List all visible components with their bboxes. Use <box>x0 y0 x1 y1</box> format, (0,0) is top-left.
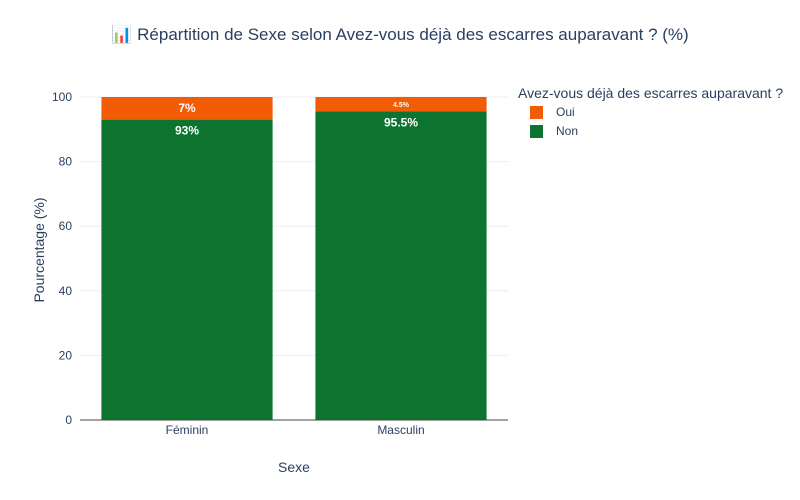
bar-non-1[interactable] <box>315 111 487 420</box>
bar-data-label: 95.5% <box>384 116 418 130</box>
y-axis-title: Pourcentage (%) <box>31 197 47 302</box>
x-axis-title: Sexe <box>278 459 310 475</box>
y-tick-label: 40 <box>59 284 73 298</box>
bar-oui-1[interactable] <box>315 97 487 112</box>
chart-title: 📊 Répartition de Sexe selon Avez-vous dé… <box>111 24 688 44</box>
legend-swatch-oui[interactable] <box>530 106 543 119</box>
legend[interactable]: Oui Non <box>530 105 578 138</box>
legend-label-oui[interactable]: Oui <box>556 105 575 119</box>
y-tick-label: 20 <box>59 348 73 362</box>
bar-oui-0[interactable] <box>101 97 273 120</box>
y-tick-label: 0 <box>65 413 72 427</box>
x-tick-label: Masculin <box>377 423 424 437</box>
bar-data-label: 93% <box>175 124 199 138</box>
legend-swatch-non[interactable] <box>530 125 543 138</box>
y-tick-label: 60 <box>59 219 73 233</box>
plot-area: 0 20 40 60 80 100 93% 7% Féminin 95.5% 4.5% Masculi… <box>52 90 508 437</box>
legend-label-non[interactable]: Non <box>556 124 578 138</box>
bar-non-0[interactable] <box>101 119 273 421</box>
y-tick-label: 100 <box>52 90 72 104</box>
x-tick-label: Féminin <box>166 423 209 437</box>
bar-data-label: 7% <box>178 101 196 115</box>
bar-data-label: 4.5% <box>393 102 410 109</box>
y-tick-label: 80 <box>59 155 73 169</box>
legend-title: Avez-vous déjà des escarres auparavant ? <box>518 85 783 101</box>
